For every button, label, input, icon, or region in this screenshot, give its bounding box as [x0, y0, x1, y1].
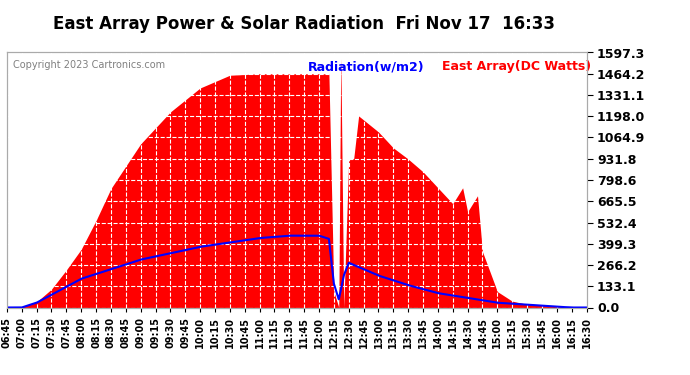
Text: Radiation(w/m2): Radiation(w/m2) — [308, 60, 425, 73]
Text: East Array(DC Watts): East Array(DC Watts) — [442, 60, 591, 73]
Text: Copyright 2023 Cartronics.com: Copyright 2023 Cartronics.com — [12, 60, 165, 70]
Text: East Array Power & Solar Radiation  Fri Nov 17  16:33: East Array Power & Solar Radiation Fri N… — [52, 15, 555, 33]
